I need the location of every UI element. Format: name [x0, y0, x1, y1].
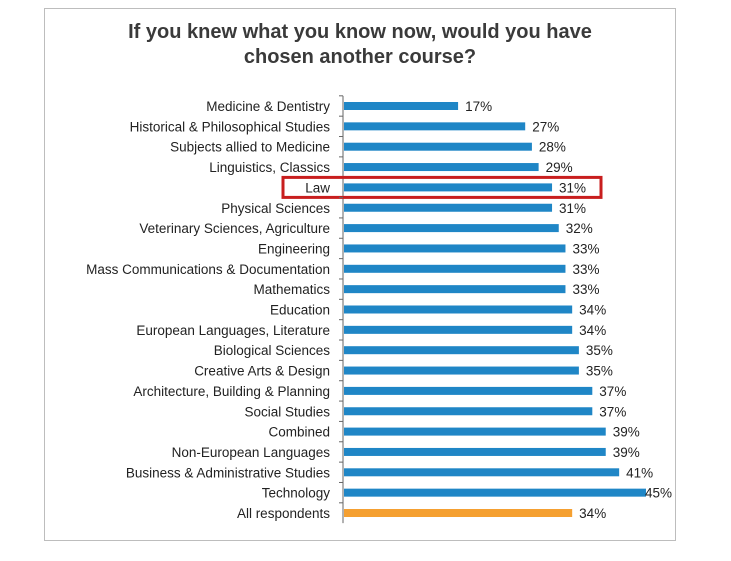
category-label: Non-European Languages — [172, 445, 331, 460]
category-label: Medicine & Dentistry — [206, 99, 330, 114]
category-label: Physical Sciences — [221, 201, 330, 216]
value-label: 32% — [566, 221, 593, 236]
value-label: 35% — [586, 343, 613, 358]
bar-social-studies — [344, 407, 593, 416]
chart-title: If you knew what you know now, would you… — [44, 20, 676, 70]
category-label: Education — [270, 303, 330, 318]
category-label: Law — [305, 180, 330, 195]
value-label: 34% — [579, 303, 606, 318]
value-label: 33% — [572, 282, 599, 297]
category-label: European Languages, Literature — [136, 323, 330, 338]
category-label: Architecture, Building & Planning — [133, 384, 330, 399]
value-label: 34% — [579, 323, 606, 338]
bar-law — [344, 183, 553, 192]
bar-non-european-languages — [344, 447, 606, 456]
category-label: Historical & Philosophical Studies — [130, 119, 331, 134]
bar-linguistics-classics — [344, 163, 539, 172]
chart-title-line-2: chosen another course? — [243, 46, 477, 68]
bar-mathematics — [344, 285, 566, 294]
category-label: Creative Arts & Design — [194, 364, 330, 379]
chart-title-line-1: If you knew what you know now, would you… — [128, 21, 592, 43]
value-label: 39% — [613, 425, 640, 440]
bar-biological-sciences — [344, 346, 579, 355]
category-label: All respondents — [237, 506, 330, 521]
bar-medicine-dentistry — [344, 102, 459, 110]
value-label: 29% — [546, 160, 573, 175]
value-label: 27% — [532, 119, 559, 134]
category-label: Social Studies — [244, 404, 330, 419]
category-label: Linguistics, Classics — [209, 160, 330, 175]
category-label: Veterinary Sciences, Agriculture — [139, 221, 330, 236]
bar-business-administrative-studies — [344, 468, 620, 477]
value-label: 41% — [626, 465, 653, 480]
category-label: Biological Sciences — [214, 343, 331, 358]
bar-technology — [344, 488, 646, 497]
bar-all-respondents — [344, 509, 573, 517]
value-label: 45% — [645, 486, 672, 501]
bar-creative-arts-design — [344, 366, 579, 375]
category-label: Mass Communications & Documentation — [86, 262, 330, 277]
value-label: 37% — [599, 404, 626, 419]
category-label: Engineering — [258, 241, 330, 256]
bar-architecture-building-planning — [344, 386, 593, 395]
bar-engineering — [344, 244, 566, 253]
value-label: 31% — [559, 201, 586, 216]
value-label: 17% — [465, 99, 492, 114]
value-label: 35% — [586, 364, 613, 379]
value-label: 37% — [599, 384, 626, 399]
bar-education — [344, 305, 573, 314]
value-label: 34% — [579, 506, 606, 521]
value-label: 31% — [559, 180, 586, 195]
category-label: Mathematics — [253, 282, 330, 297]
bar-veterinary-sciences-agriculture — [344, 224, 559, 233]
bar-combined — [344, 427, 606, 436]
value-label: 33% — [572, 262, 599, 277]
value-label: 28% — [539, 140, 566, 155]
value-label: 39% — [613, 445, 640, 460]
category-label: Business & Administrative Studies — [126, 465, 330, 480]
category-label: Subjects allied to Medicine — [170, 140, 330, 155]
highlight-box — [281, 175, 603, 199]
category-label: Combined — [268, 425, 330, 440]
bar-mass-communications-documentation — [344, 264, 566, 273]
category-label: Technology — [262, 486, 331, 501]
bar-european-languages-literature — [344, 325, 573, 334]
bar-physical-sciences — [344, 203, 553, 212]
bar-subjects-allied-to-medicine — [344, 142, 532, 151]
value-label: 33% — [572, 241, 599, 256]
bar-historical-philosophical-studies — [344, 122, 526, 131]
